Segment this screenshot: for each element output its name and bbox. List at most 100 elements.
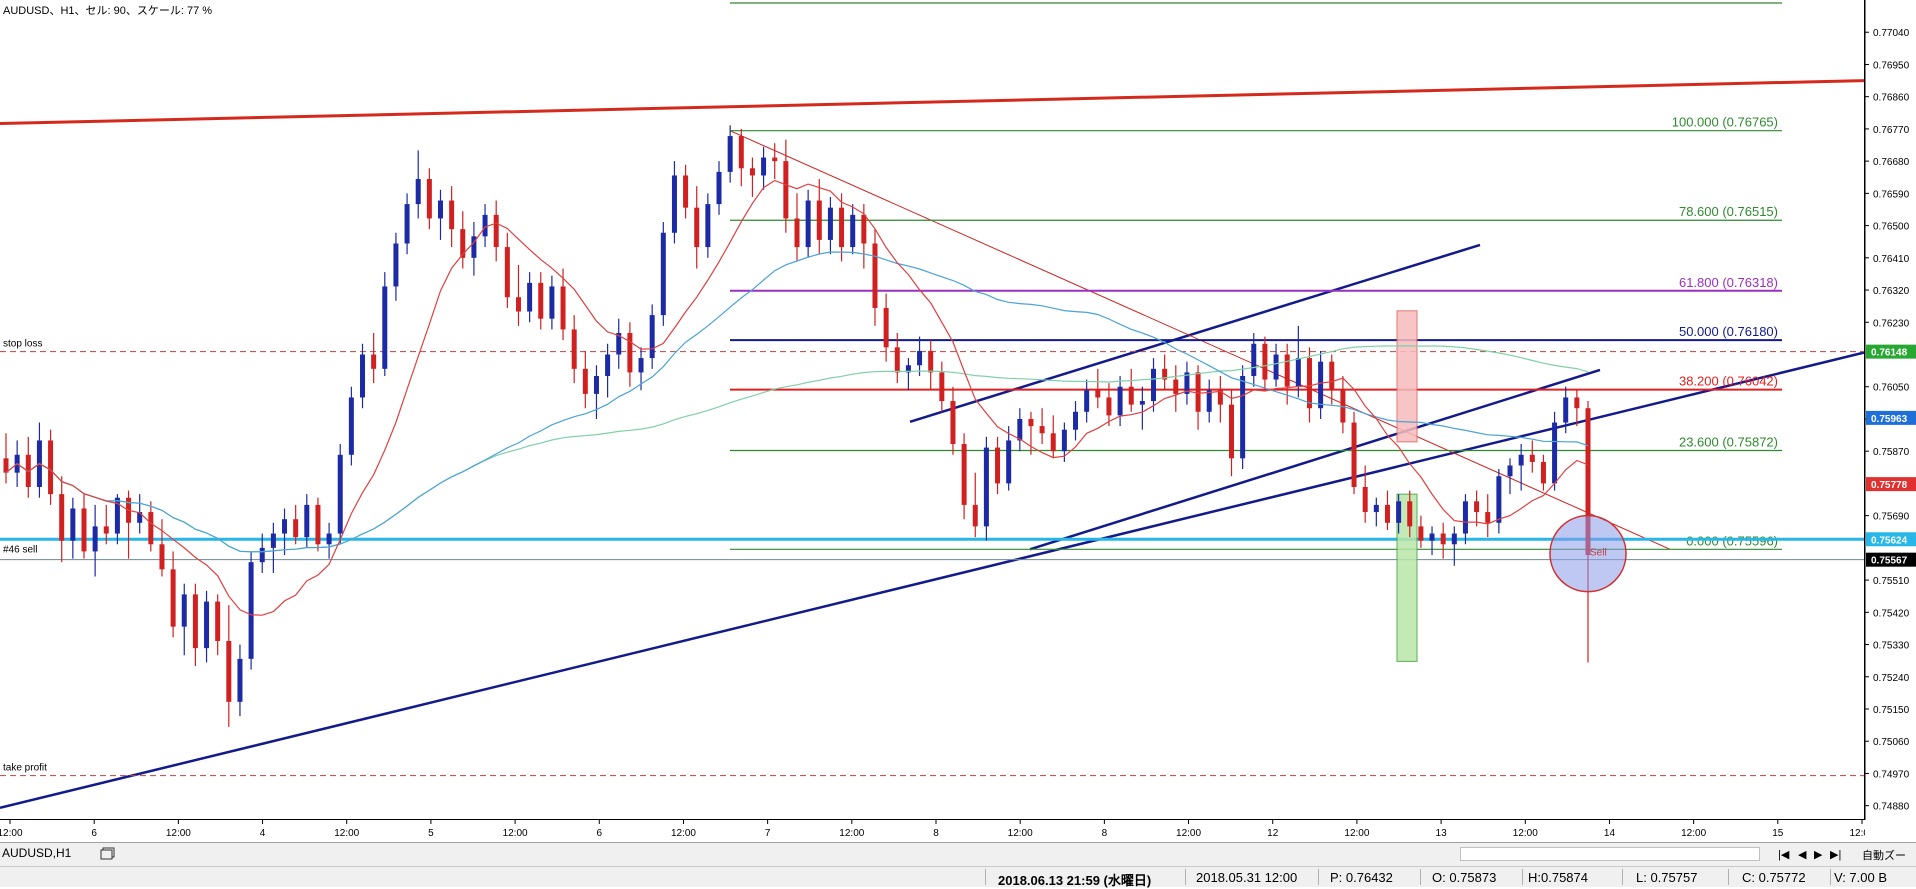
candle-body	[437, 200, 443, 219]
last-icon[interactable]: ▶|	[1830, 849, 1842, 861]
candle-body	[582, 368, 588, 394]
window-icon[interactable]	[100, 847, 115, 860]
fib-level-label: 23.600 (0.75872)	[1679, 434, 1778, 449]
candle-body	[761, 157, 767, 176]
price-tick-label: 0.76410	[1873, 254, 1910, 265]
candle-body	[772, 157, 778, 162]
candle-body	[549, 286, 555, 319]
price-tick-label: 0.76770	[1873, 125, 1910, 136]
price-tag-label: 0.76148	[1871, 348, 1908, 359]
candle-body	[894, 347, 900, 373]
candle-body	[694, 207, 700, 248]
candle-body	[114, 497, 120, 534]
time-tick-label: 7	[765, 828, 771, 839]
first-icon[interactable]: |◀	[1778, 849, 1790, 861]
price-tag-bg	[1866, 552, 1916, 567]
candle-body	[493, 214, 499, 248]
candle-body	[638, 358, 644, 373]
candle-body	[482, 214, 488, 237]
candle-body	[783, 161, 789, 219]
time-tick-label: 6	[91, 828, 97, 839]
price-tag-label: 0.75567	[1871, 556, 1908, 567]
time-tick-label: 12:00	[1513, 828, 1538, 839]
range-box-green	[1396, 493, 1418, 662]
candle-body	[1117, 386, 1123, 416]
candle-body	[538, 282, 544, 319]
price-tag-label: 0.75963	[1871, 414, 1908, 425]
candle-body	[348, 397, 354, 455]
candle-body	[861, 214, 867, 244]
price-axis[interactable]: 0.77040 0.76950 0.76860 0.76770 0.76680 0.765…	[1864, 0, 1916, 820]
fib-level-label: 50.000 (0.76180)	[1679, 324, 1778, 339]
candle-body	[1518, 454, 1524, 466]
candle-body	[1407, 501, 1413, 527]
time-tick-label: 6	[596, 828, 602, 839]
candle-body	[282, 519, 288, 534]
candle-body	[683, 175, 689, 208]
channel-lower-trendline	[1029, 368, 1601, 551]
candle-body	[1418, 526, 1424, 541]
candle-body	[504, 247, 510, 298]
candle-body	[204, 601, 210, 649]
horizontal-scrollbar[interactable]	[1460, 847, 1760, 861]
auto-zoom-label[interactable]: 自動ズー	[1862, 850, 1906, 862]
order-label: #46 sell	[3, 544, 37, 555]
price-chart[interactable]: 100.000 (0.76765) 78.600 (0.76515) 61.800 …	[0, 0, 1865, 820]
candle-body	[515, 297, 521, 312]
candle-body	[471, 236, 477, 258]
candle-body	[1206, 390, 1212, 412]
candle-body	[1540, 461, 1546, 484]
moving-average-mid	[5, 251, 1589, 553]
candle-body	[527, 282, 533, 312]
stop-loss-label: stop loss	[3, 339, 42, 350]
chart-area[interactable]: 100.000 (0.76765) 78.600 (0.76515) 61.800 …	[0, 0, 1865, 820]
price-tick-label: 0.75150	[1873, 705, 1910, 716]
candle-body	[382, 286, 388, 369]
candle-body	[48, 440, 54, 495]
candle-body	[1284, 354, 1290, 387]
fib-level-label: 61.800 (0.76318)	[1679, 275, 1778, 290]
candle-body	[839, 207, 845, 248]
candle-body	[705, 204, 711, 248]
candle-body	[1329, 361, 1335, 391]
candle-body	[1095, 390, 1101, 398]
price-tag-label: 0.75778	[1871, 480, 1908, 491]
price-tick-label: 0.75510	[1873, 576, 1910, 587]
candle-body	[360, 354, 366, 398]
status-datetime: 2018.06.13 21:59 (水曜日)	[998, 873, 1152, 888]
candle-body	[1061, 429, 1067, 452]
candle-body	[939, 372, 945, 402]
time-tick-label: 12:00	[334, 828, 359, 839]
price-tick-label: 0.76680	[1873, 157, 1910, 168]
candle-body	[905, 365, 911, 373]
time-tick-label: 12:00	[1176, 828, 1201, 839]
candle-body	[170, 569, 176, 627]
time-tick-label: 12:00	[1681, 828, 1706, 839]
time-tick-label: 12:00	[503, 828, 528, 839]
candle-body	[1396, 501, 1402, 523]
candle-body	[3, 458, 9, 473]
candle-body	[70, 508, 76, 541]
price-tick-label: 0.75870	[1873, 447, 1910, 458]
price-tick-label: 0.77040	[1873, 28, 1910, 39]
chart-tab[interactable]: AUDUSD,H1	[2, 846, 72, 860]
candle-body	[749, 168, 755, 176]
status-bar: 2018.06.13 21:59 (水曜日) 2018.05.31 12:00 …	[0, 866, 1916, 888]
candle-body	[1195, 372, 1201, 412]
sell-marker-label: Sell	[1590, 548, 1607, 559]
time-axis[interactable]: 12:00 6 12:00 4 12:00 5 12:00 6 12:00 7 12:00 8 12:0…	[0, 820, 1875, 842]
fib-level-label: 0.000 (0.75596)	[1686, 533, 1778, 548]
candle-body	[995, 447, 1001, 484]
candle-body	[1384, 504, 1390, 523]
price-tick-label: 0.76320	[1873, 286, 1910, 297]
next-icon[interactable]: ▶	[1814, 849, 1823, 861]
fib-level-label: 38.200 (0.76042)	[1679, 374, 1778, 389]
candle-body	[237, 658, 243, 702]
candle-body	[1529, 454, 1535, 462]
candle-body	[1128, 386, 1134, 405]
candle-body	[270, 533, 276, 548]
candle-body	[1351, 422, 1357, 487]
candle-body	[1563, 397, 1569, 423]
prev-icon[interactable]: ◀	[1798, 849, 1807, 861]
candle-body	[1106, 397, 1112, 416]
